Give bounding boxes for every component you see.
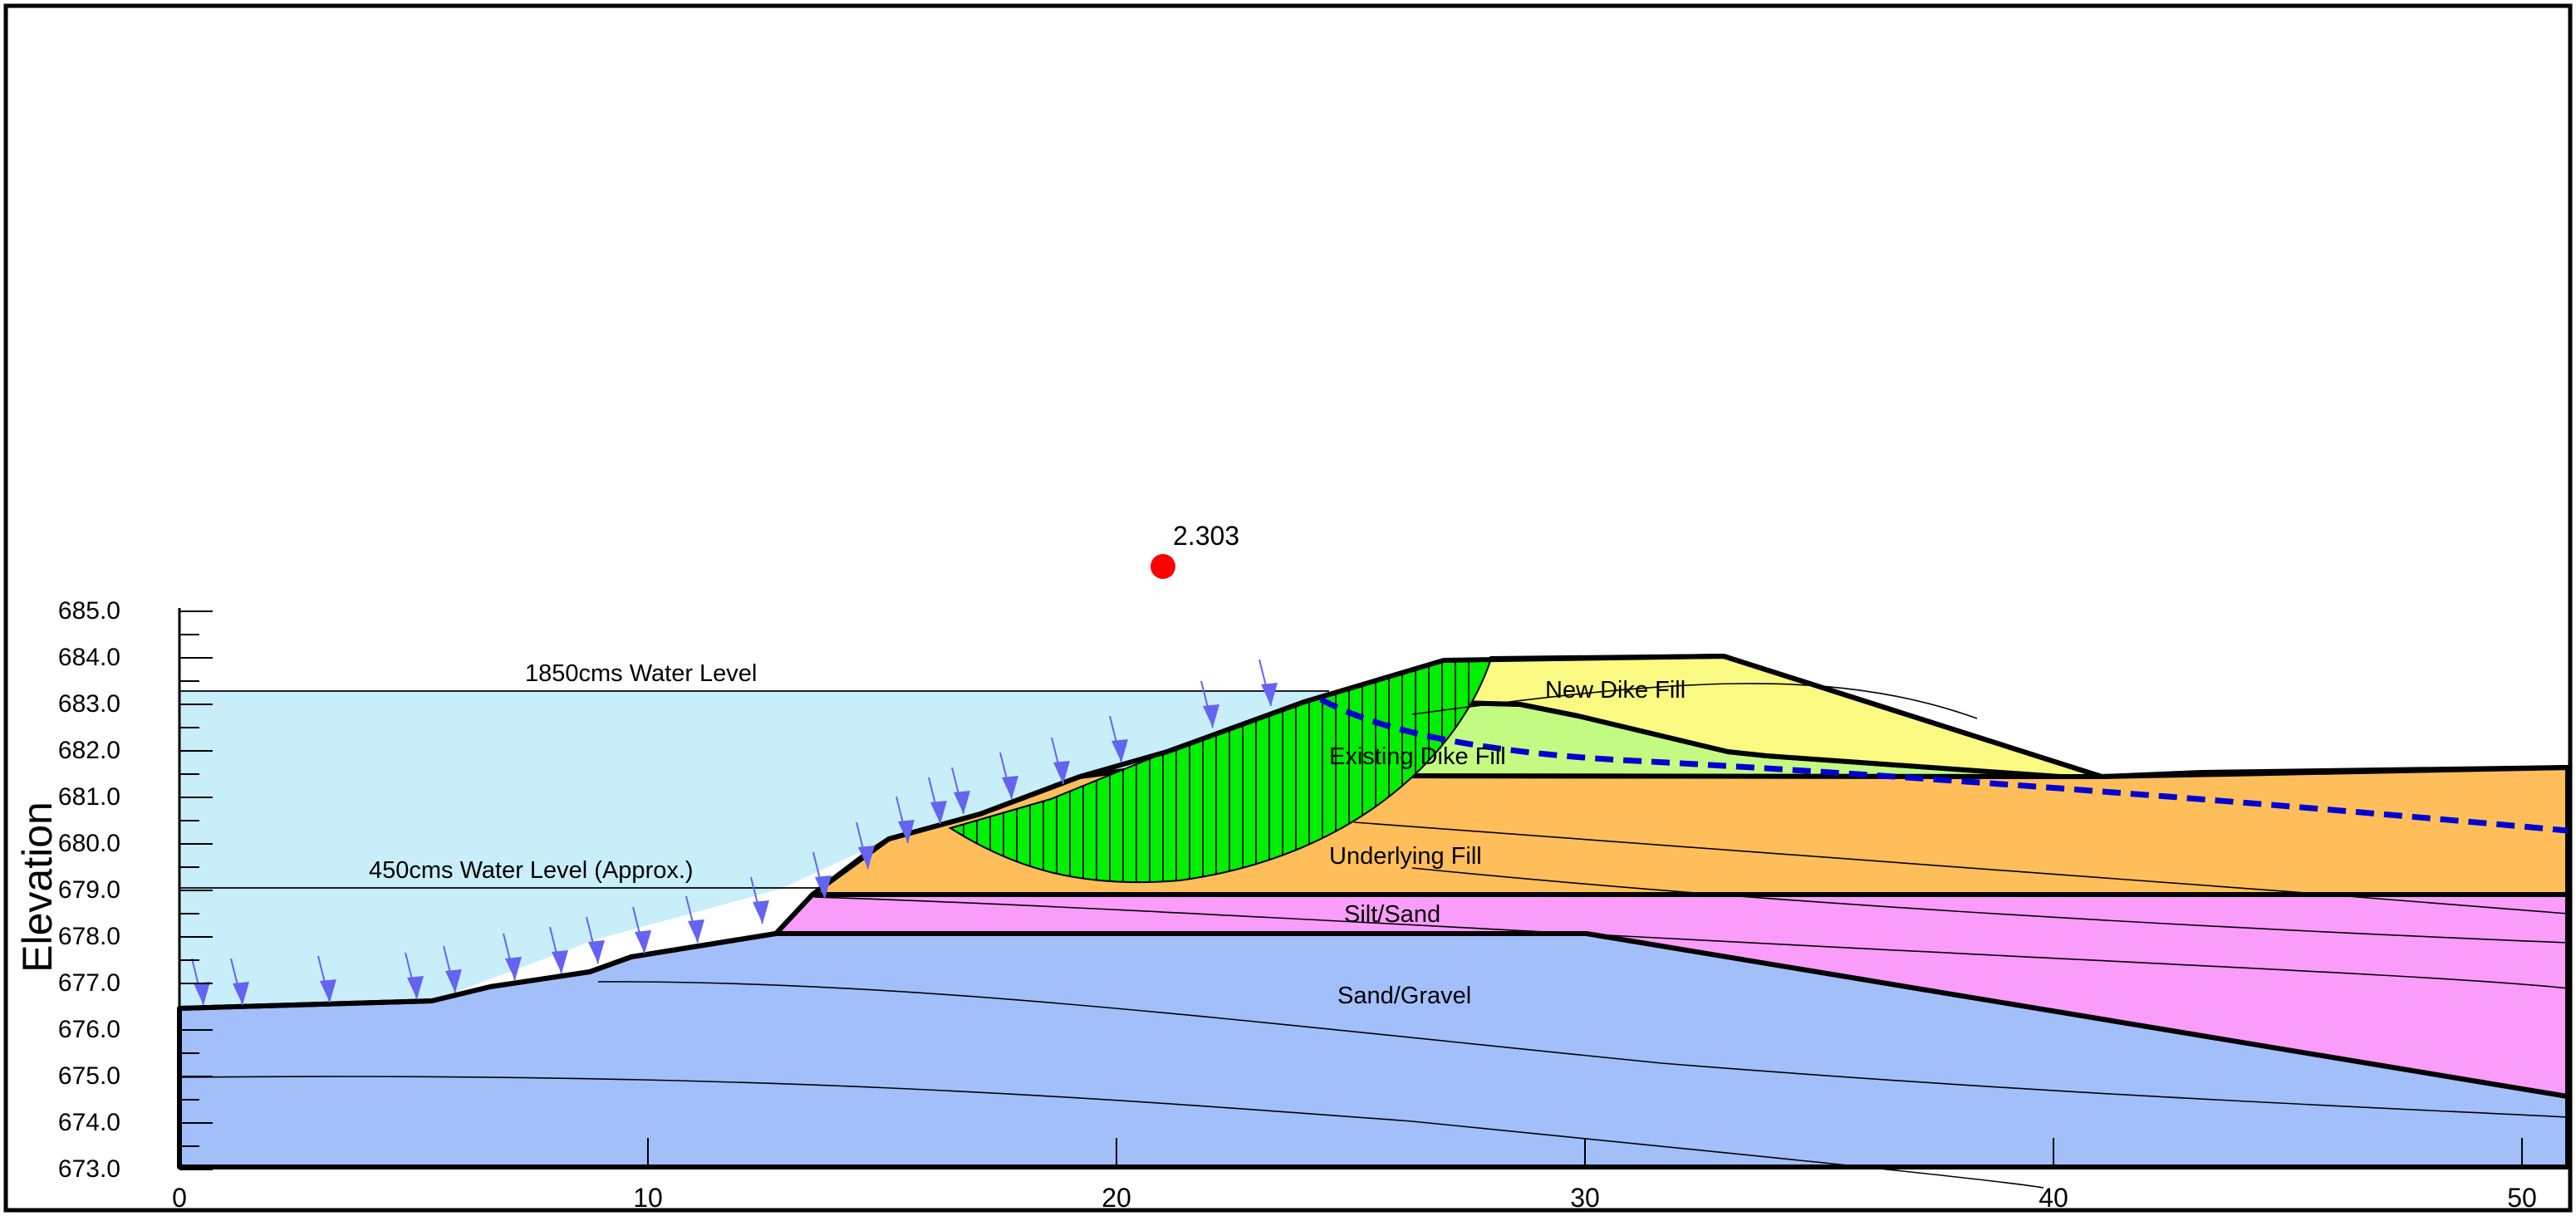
contour-lines — [179, 683, 2569, 1189]
y-tick-label: 681.0 — [58, 783, 120, 811]
factor-of-safety-label: 2.303 — [1173, 521, 1239, 551]
load-arrow-head — [635, 930, 651, 954]
reservoir-water — [179, 691, 1329, 1008]
y-axis — [178, 608, 213, 1170]
x-axis — [179, 1138, 2568, 1169]
y-tick-label: 676.0 — [58, 1016, 120, 1043]
load-arrow-head — [930, 801, 947, 824]
load-arrow-head — [445, 969, 462, 993]
load-arrow-head — [898, 820, 915, 843]
load-arrow-head — [688, 919, 704, 943]
material-label-sand-gravel: Sand/Gravel — [1337, 983, 1471, 1009]
load-arrow-head — [1111, 739, 1128, 762]
material-label-existing-dike-fill: Existing Dike Fill — [1329, 743, 1506, 770]
x-tick-label: 0 — [172, 1183, 187, 1213]
load-arrow-head — [588, 940, 605, 963]
y-tick-label: 683.0 — [58, 690, 120, 718]
x-tick-label: 20 — [1102, 1183, 1131, 1213]
load-arrow-head — [233, 982, 249, 1005]
load-arrow-head — [1261, 683, 1278, 706]
material-label-underlying-fill: Underlying Fill — [1329, 843, 1482, 870]
material-label-silt-sand: Silt/Sand — [1344, 901, 1440, 928]
load-arrow-head — [1053, 761, 1070, 784]
load-arrow-head — [1002, 776, 1018, 799]
water-load-arrows — [191, 659, 1278, 1006]
y-tick-label: 680.0 — [58, 830, 120, 857]
load-arrow-head — [505, 957, 522, 980]
y-tick-label: 682.0 — [58, 737, 120, 764]
y-tick-label: 685.0 — [58, 597, 120, 625]
x-tick-label: 30 — [1570, 1183, 1600, 1213]
load-arrow-head — [858, 846, 875, 869]
x-tick-label: 40 — [2039, 1183, 2068, 1213]
ground-surface — [179, 654, 2569, 1011]
y-axis-title: Elevation — [14, 802, 61, 973]
load-arrow-head — [320, 979, 336, 1003]
material-label-new-dike-fill: New Dike Fill — [1545, 677, 1685, 704]
load-arrow-head — [753, 900, 769, 924]
load-arrow-head — [194, 982, 210, 1005]
y-tick-label: 684.0 — [58, 644, 120, 671]
y-tick-label: 674.0 — [58, 1109, 120, 1136]
load-arrow-head — [407, 976, 424, 999]
y-tick-label: 678.0 — [58, 923, 120, 950]
load-arrow-head — [815, 875, 832, 899]
y-tick-label: 677.0 — [58, 969, 120, 997]
y-tick-label: 679.0 — [58, 876, 120, 904]
load-arrow-head — [1203, 704, 1219, 728]
load-arrow-head — [552, 950, 568, 973]
x-tick-label: 10 — [633, 1183, 663, 1213]
phreatic-line — [1319, 696, 2569, 834]
x-tick-label: 50 — [2507, 1183, 2537, 1213]
y-tick-label: 675.0 — [58, 1062, 120, 1090]
water-level-low-label: 450cms Water Level (Approx.) — [369, 857, 694, 884]
slip-center-marker — [1151, 554, 1175, 579]
load-arrow-head — [954, 791, 970, 814]
y-tick-label: 673.0 — [58, 1155, 120, 1183]
water-level-high-label: 1850cms Water Level — [525, 660, 757, 687]
